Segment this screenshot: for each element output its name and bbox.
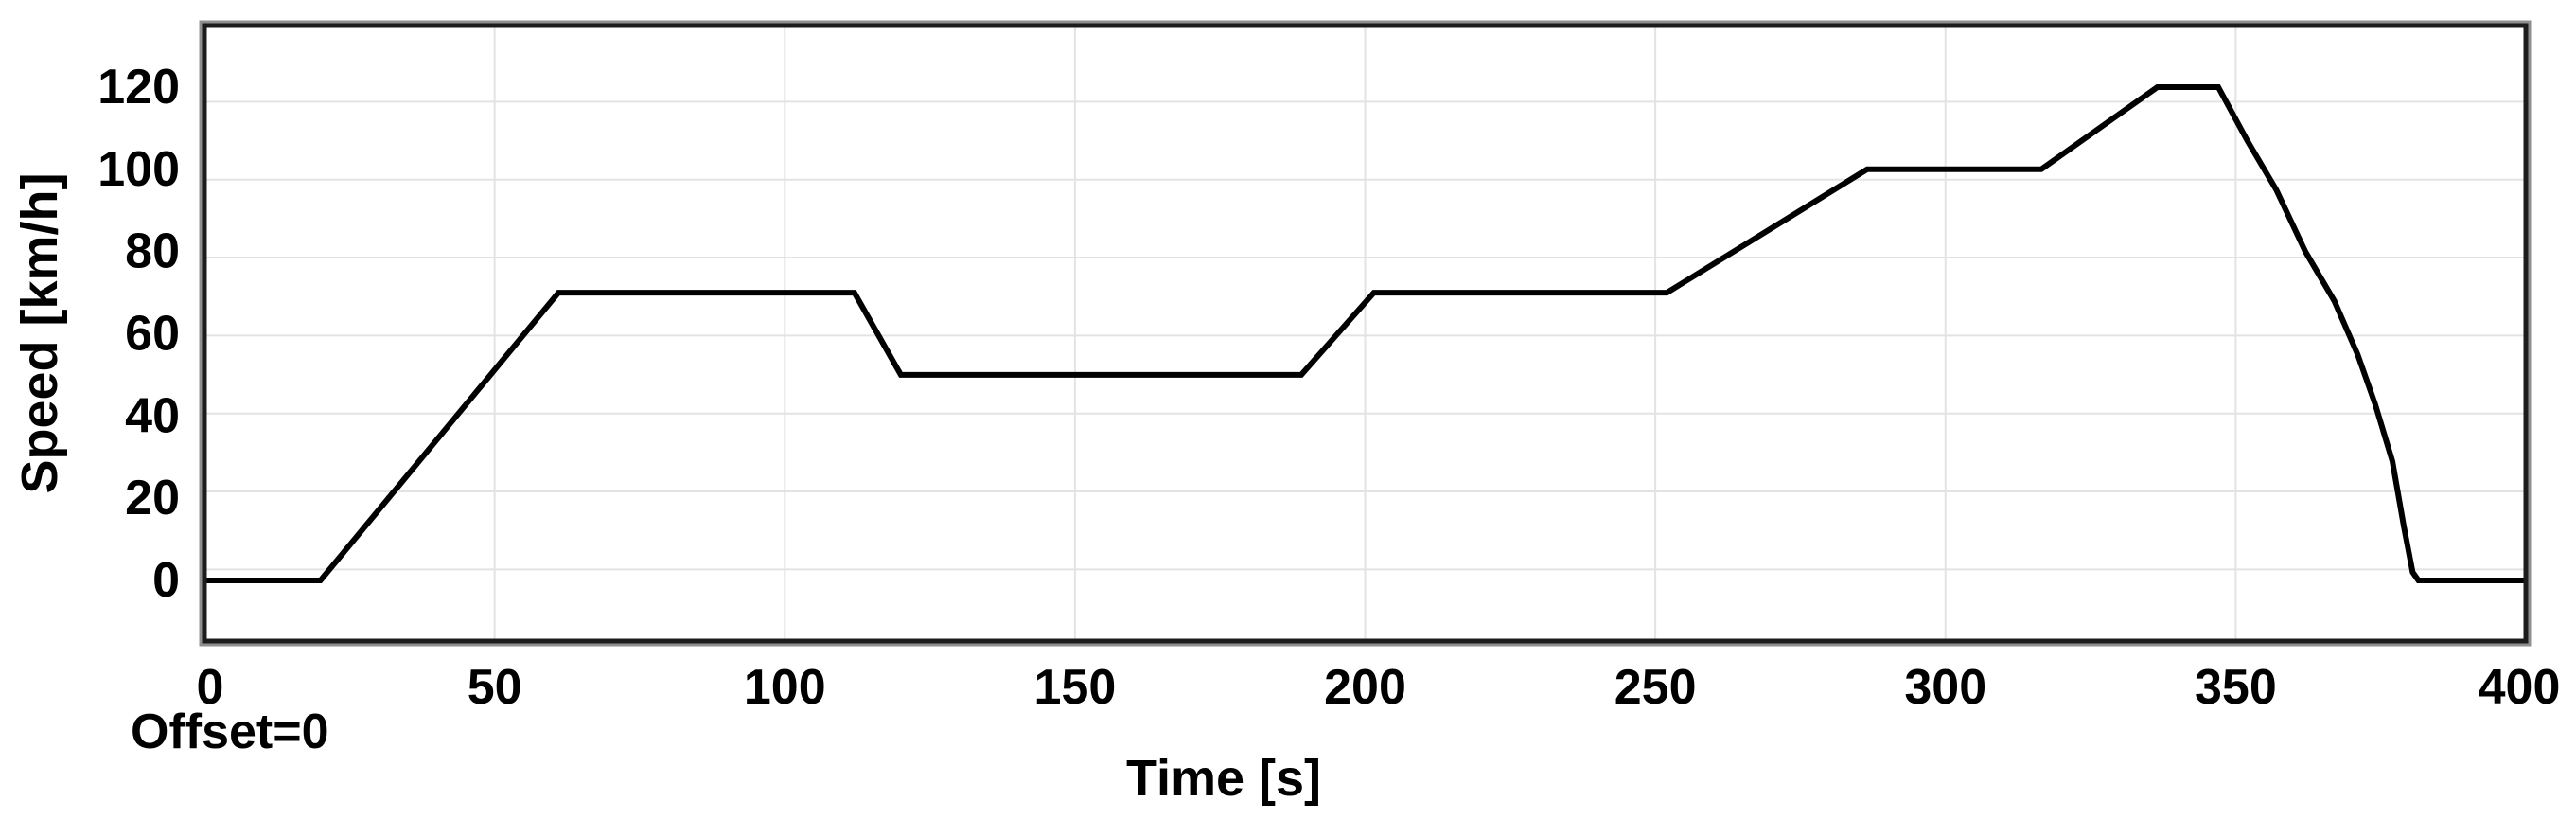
y-tick-label: 100 <box>97 142 180 197</box>
x-tick-label: 400 <box>2479 660 2561 715</box>
y-tick-label: 40 <box>125 388 180 443</box>
plot-border <box>202 23 2529 644</box>
x-tick-label: 150 <box>1033 660 1116 715</box>
y-axis-title: Speed [km/h] <box>11 172 68 494</box>
speed-trace <box>204 84 2526 583</box>
y-tick-label: 80 <box>125 224 180 279</box>
plot-border-halo <box>199 20 2532 647</box>
x-tick-label: 300 <box>1904 660 1986 715</box>
x-tick-label: 50 <box>468 660 522 715</box>
x-tick-label: 200 <box>1324 660 1406 715</box>
x-axis-title: Time [s] <box>1125 750 1322 807</box>
y-tick-label: 20 <box>125 471 180 526</box>
y-tick-label: 60 <box>125 306 180 361</box>
offset-annotation: Offset=0 <box>131 704 329 759</box>
x-tick-label: 350 <box>2195 660 2277 715</box>
x-tick-label: 250 <box>1614 660 1697 715</box>
x-tick-label: 0 <box>197 660 224 715</box>
y-tick-label: 120 <box>97 60 180 115</box>
x-tick-label: 100 <box>744 660 826 715</box>
y-tick-label: 0 <box>152 553 180 608</box>
